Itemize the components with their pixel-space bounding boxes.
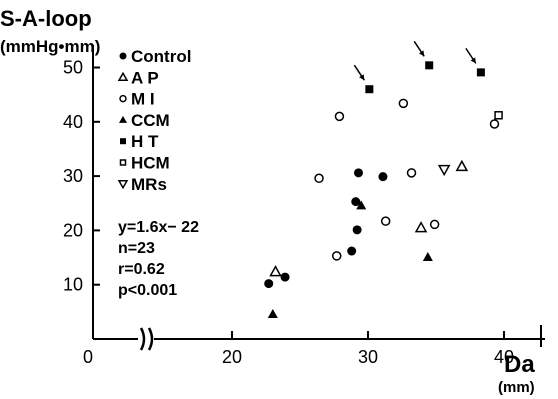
legend-label: H T <box>131 132 159 151</box>
data-point-mi <box>398 98 409 109</box>
legend-label: M I <box>131 90 155 109</box>
legend-marker <box>119 115 127 123</box>
stat-line: n=23 <box>118 240 155 257</box>
data-point-ap <box>269 265 282 277</box>
arrow <box>353 64 365 81</box>
legend-marker <box>119 94 127 103</box>
data-point-hcm <box>494 111 503 120</box>
data-point-control <box>264 279 274 289</box>
arrows <box>353 40 477 81</box>
data-point-ccm <box>356 200 367 210</box>
arrow <box>413 40 425 57</box>
data-point-control <box>280 272 290 282</box>
x-axis-title: Da <box>504 351 535 378</box>
legend-marker <box>120 138 126 145</box>
axes <box>92 45 545 340</box>
data-point-mi <box>406 168 417 178</box>
y-tick-label: 40 <box>63 112 83 132</box>
legend: Control A P M I CCM H T HCM MRs <box>117 47 191 194</box>
data-point-ht <box>425 61 434 70</box>
stat-line: p<0.001 <box>118 282 177 299</box>
data-point-mi <box>334 111 345 122</box>
data-point-mrs <box>437 164 451 177</box>
legend-label: Control <box>131 47 191 66</box>
stat-line: r=0.62 <box>118 261 165 278</box>
data-point-control <box>351 197 361 207</box>
data-point-ccm <box>267 309 278 319</box>
legend-entry: M I <box>119 90 155 109</box>
x-tick-label: 30 <box>358 347 378 367</box>
legend-label: HCM <box>131 154 170 173</box>
x-tick-label: 40 <box>494 347 514 367</box>
legend-marker <box>117 71 129 82</box>
y-tick-label: 50 <box>63 58 83 78</box>
legend-entry: CCM <box>119 111 170 130</box>
data-point-ap <box>455 159 469 172</box>
data-point-ht <box>476 68 485 77</box>
data-point-mi <box>489 119 500 129</box>
data-point-ccm <box>422 252 433 262</box>
x-axis-unit: (mm) <box>498 379 535 396</box>
legend-entry: Control <box>119 47 191 66</box>
ticks: 10 20 30 40 50 0 20 30 40 <box>63 58 542 367</box>
axis-break-gap <box>138 329 154 349</box>
legend-entry: HCM <box>119 154 170 173</box>
y-tick-label: 20 <box>63 220 83 240</box>
y-tick-label: 30 <box>63 166 83 186</box>
legend-label: MRs <box>131 175 167 194</box>
data-point-control <box>378 172 388 182</box>
legend-marker <box>119 159 127 166</box>
axis-break-curve <box>147 327 154 351</box>
y-axis-title: S-A-loop <box>0 6 92 31</box>
data-points <box>264 61 503 319</box>
x-axis-break-symbol <box>138 327 154 351</box>
legend-marker <box>119 52 127 60</box>
data-point-control <box>352 225 362 235</box>
arrow <box>465 47 477 64</box>
data-point-mi <box>331 251 342 261</box>
data-point-mi <box>380 216 391 226</box>
data-point-ap <box>414 221 428 233</box>
data-point-ht <box>365 85 374 94</box>
x-tick-label: 0 <box>83 347 93 367</box>
legend-marker <box>117 180 129 190</box>
data-point-control <box>347 246 357 256</box>
data-point-mi <box>314 173 324 184</box>
data-point-control <box>353 168 363 178</box>
y-tick-label: 10 <box>63 275 83 295</box>
regression-stats: y=1.6x− 22 n=23 r=0.62 p<0.001 <box>118 219 199 299</box>
legend-entry: H T <box>120 132 159 151</box>
legend-entry: A P <box>117 68 159 87</box>
legend-label: CCM <box>131 111 170 130</box>
x-tick-label: 20 <box>222 347 242 367</box>
data-point-mi <box>429 219 440 230</box>
stat-line: y=1.6x− 22 <box>118 219 199 236</box>
legend-label: A P <box>131 68 159 87</box>
axis-break-curve <box>139 327 146 351</box>
legend-entry: MRs <box>117 175 167 194</box>
y-axis-unit: (mmHg•mm) <box>0 37 100 56</box>
